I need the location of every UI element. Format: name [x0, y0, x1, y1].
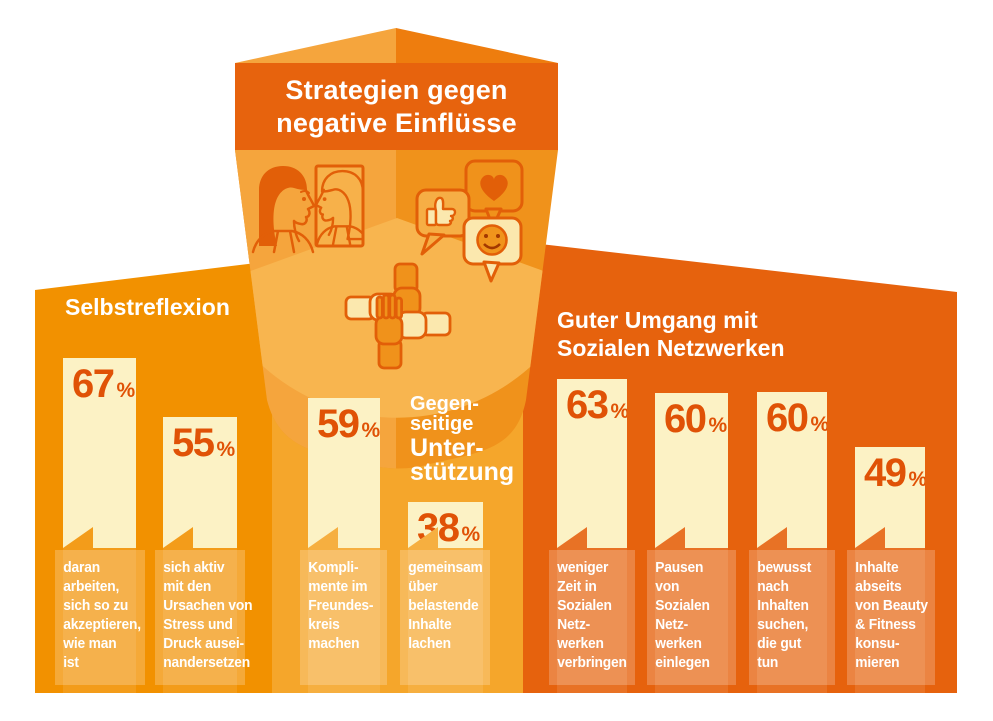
bar-label-panel: Inhalte abseits von Beauty & Fitness kon… — [847, 550, 935, 685]
bar-60-b: 60% — [757, 392, 827, 548]
thumbs-up-bubble-icon — [415, 188, 471, 256]
bar-label: Inhalte abseits von Beauty & Fitness kon… — [855, 559, 928, 671]
bar-label-panel: sich aktiv mit den Ursachen von Stress u… — [155, 550, 253, 685]
bar-label: sich aktiv mit den Ursachen von Stress u… — [163, 559, 253, 671]
bar-label: daran arbeiten, sich so zu akzeptieren, … — [63, 559, 141, 671]
speech-bubbles-icon — [415, 159, 524, 283]
bar-label-panel: weniger Zeit in Sozialen Netz- werken ve… — [549, 550, 635, 685]
mirror-icon — [251, 164, 365, 254]
bar-value: 55 — [172, 421, 214, 465]
page-title-line2: negative Einflüsse — [276, 108, 517, 138]
hands-icon — [344, 262, 452, 370]
bar-55: 55% — [163, 417, 237, 548]
bar-label-panel: daran arbeiten, sich so zu akzeptieren, … — [55, 550, 145, 685]
bar-67: 67% — [63, 358, 136, 548]
bar-value: 60 — [766, 396, 808, 440]
heading-soziale-netzwerke: Guter Umgang mit Sozialen Netzwerken — [557, 307, 785, 361]
bar-value: 60 — [664, 397, 706, 441]
percent-sign: % — [116, 379, 136, 402]
bar-59: 59% — [308, 398, 380, 548]
title-banner: Strategien gegen negative Einflüsse — [235, 63, 558, 150]
percent-sign: % — [810, 413, 830, 436]
bar-49: 49% — [855, 447, 925, 548]
bar-label: Pausen von Sozialen Netz- werken einlege… — [655, 559, 710, 671]
roof-shape — [235, 28, 558, 63]
percent-sign: % — [361, 419, 381, 442]
percent-sign: % — [216, 438, 236, 461]
bar-value: 49 — [864, 451, 906, 495]
center-motif — [235, 150, 558, 469]
percent-sign: % — [610, 400, 630, 423]
bar-value: 67 — [72, 362, 114, 406]
bar-value: 63 — [566, 383, 608, 427]
bar-63: 63% — [557, 379, 627, 548]
percent-sign: % — [461, 523, 481, 546]
bar-label: bewusst nach Inhalten suchen, die gut tu… — [757, 559, 812, 671]
bar-label: Kompli- mente im Freundes- kreis machen — [308, 559, 374, 652]
bar-label-panel: Kompli- mente im Freundes- kreis machen — [300, 550, 387, 685]
percent-sign: % — [908, 468, 928, 491]
bar-label: gemeinsam über belastende Inhalte lachen — [408, 559, 483, 652]
bar-60-a: 60% — [655, 393, 728, 548]
heading-unterstuetzung: Unter- stützung — [410, 434, 515, 486]
bar-label-panel: Pausen von Sozialen Netz- werken einlege… — [647, 550, 736, 685]
bar-label-panel: gemeinsam über belastende Inhalte lachen — [400, 550, 490, 685]
percent-sign: % — [708, 414, 728, 437]
heading-gegenseitige: Gegen- seitige — [410, 393, 479, 435]
bar-label-panel: bewusst nach Inhalten suchen, die gut tu… — [749, 550, 835, 685]
bar-label: weniger Zeit in Sozialen Netz- werken ve… — [557, 559, 627, 671]
smiley-bubble-icon — [462, 216, 523, 283]
bar-value: 59 — [317, 402, 359, 446]
page-title: Strategien gegen — [285, 75, 508, 105]
heading-selbstreflexion: Selbstreflexion — [65, 294, 230, 320]
